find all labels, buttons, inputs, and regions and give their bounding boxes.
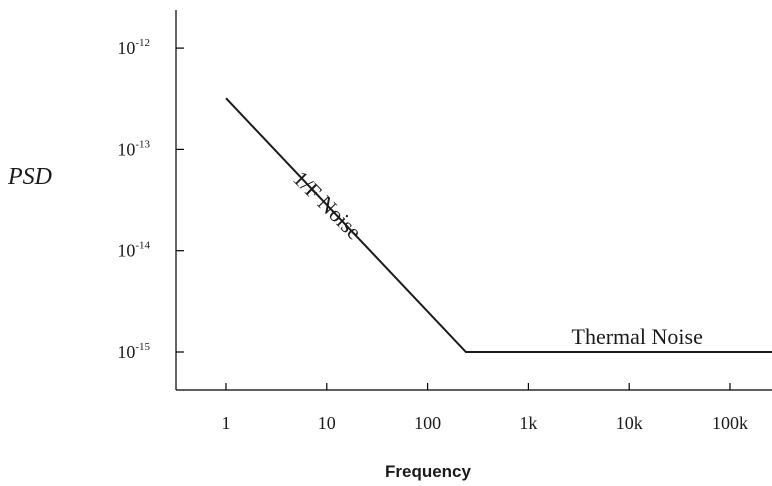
thermal-noise-label: Thermal Noise: [572, 324, 703, 349]
y-tick-label: 10-15: [117, 341, 150, 362]
one-over-f-noise-label: 1/F Noise: [288, 166, 367, 245]
x-tick-label: 10: [318, 413, 336, 433]
y-tick-base: 10: [117, 342, 135, 362]
x-tick-label: 1: [222, 413, 231, 433]
y-tick-exponent: -12: [135, 37, 150, 49]
y-tick-exponent: -13: [135, 138, 150, 150]
y-tick-base: 10: [117, 139, 135, 159]
x-ticks: 1 10 100 1k 10k 100k: [222, 383, 748, 433]
y-tick-exponent: -15: [135, 341, 150, 353]
y-tick-label: 10-14: [117, 240, 150, 261]
x-tick-label: 10k: [616, 413, 643, 433]
x-tick-label: 100: [414, 413, 441, 433]
x-tick-label: 100k: [712, 413, 748, 433]
x-tick-label: 1k: [519, 413, 537, 433]
axes: [175, 10, 772, 391]
x-axis-label: Frequency: [385, 462, 472, 481]
y-tick-label: 10-13: [117, 138, 150, 159]
y-tick-base: 10: [117, 38, 135, 58]
y-tick-label: 10-12: [117, 37, 150, 58]
y-axis-label: PSD: [7, 164, 52, 190]
series-group: [225, 97, 772, 353]
psd-curve: [225, 97, 772, 353]
annotations: 1/F Noise Thermal Noise: [288, 166, 703, 349]
y-tick-base: 10: [117, 241, 135, 261]
y-tick-exponent: -14: [135, 240, 150, 252]
